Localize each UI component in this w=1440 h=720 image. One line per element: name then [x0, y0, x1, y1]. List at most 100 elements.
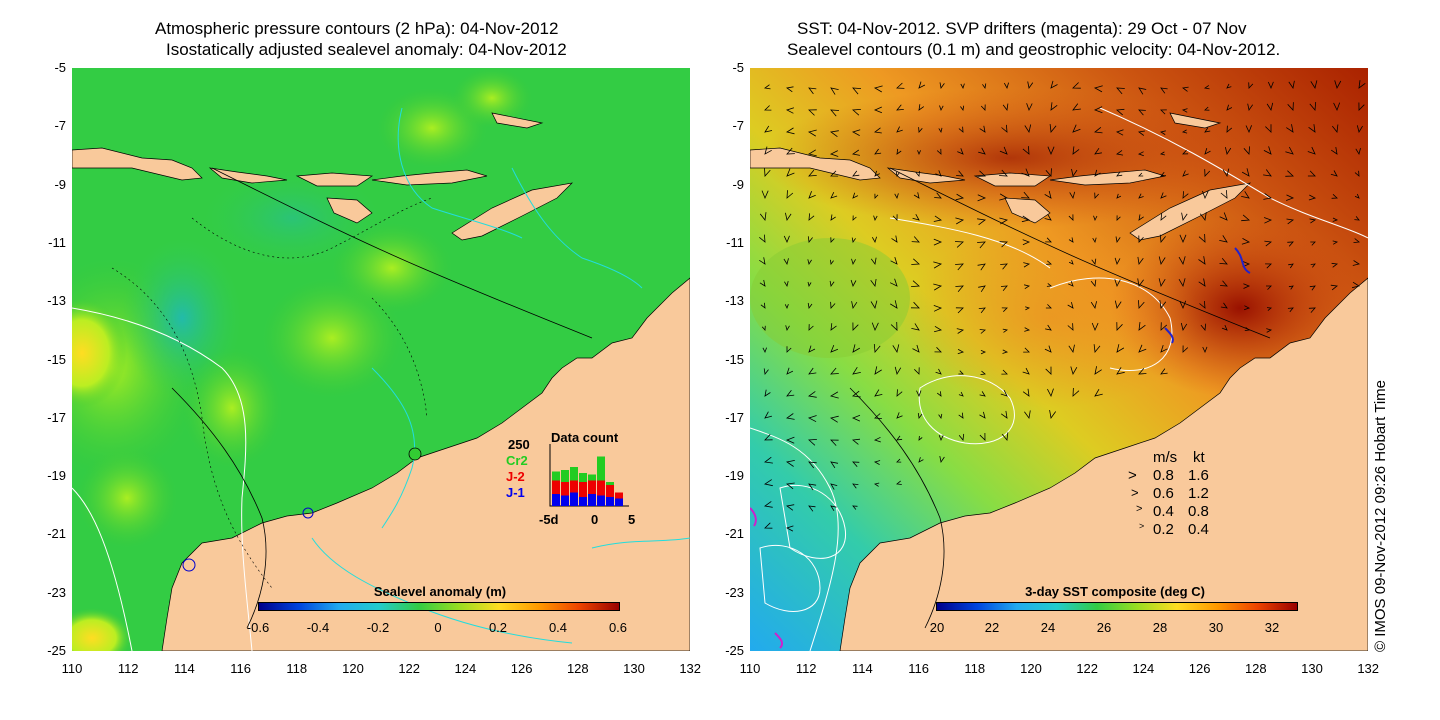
- velocity-vector: [1114, 279, 1121, 288]
- velocity-vector: [936, 391, 942, 397]
- sst-tick: 24: [1040, 620, 1056, 635]
- velocity-vector: [1220, 302, 1228, 309]
- velocity-vector: [980, 350, 987, 355]
- velocity-vector: [958, 370, 964, 375]
- velocity-vector: [874, 389, 883, 397]
- lat-tick-label: -11: [48, 234, 66, 250]
- velocity-vector: [980, 370, 986, 375]
- velocity-vector: [1266, 285, 1272, 290]
- velocity-vector: [896, 82, 905, 89]
- velocity-vector: [933, 261, 943, 269]
- inset-bar-cr2: [597, 456, 605, 481]
- lon-tick-label: 114: [174, 661, 195, 676]
- velocity-vector: [759, 257, 766, 265]
- sst-colorbar-title: 3-day SST composite (deg C): [1025, 584, 1205, 599]
- velocity-vector: [1138, 344, 1147, 353]
- velocity-vector: [1022, 239, 1031, 246]
- lat-tick-label: -13: [47, 293, 66, 309]
- lon-tick-label: 118: [964, 661, 986, 676]
- lon-tick-label: 114: [852, 661, 873, 676]
- lon-tick-label: 120: [1020, 661, 1042, 676]
- lat-tick-label: -17: [47, 409, 66, 425]
- velocity-vector: [1358, 80, 1366, 89]
- velocity-legend-arrow: >: [1128, 467, 1137, 484]
- inset-bar-j2: [579, 482, 587, 497]
- velocity-vector: [1044, 345, 1052, 353]
- velocity-vector: [1072, 146, 1080, 155]
- velocity-vector: [786, 389, 795, 397]
- lon-tick-label: 112: [795, 661, 817, 676]
- velocity-vector: [830, 301, 836, 309]
- velocity-vector: [979, 411, 986, 419]
- velocity-vector: [1001, 124, 1008, 133]
- velocity-vector: [1202, 346, 1208, 354]
- velocity-vector: [1266, 328, 1273, 333]
- inset-label-j1: J-1: [506, 485, 525, 500]
- velocity-vector: [1160, 213, 1167, 221]
- lat-tick-label: -19: [47, 468, 66, 484]
- velocity-vector: [830, 367, 839, 375]
- velocity-vector: [1094, 192, 1099, 199]
- lat-tick-label: -23: [725, 584, 744, 600]
- velocity-vector: [938, 435, 944, 442]
- velocity-vector: [1242, 261, 1251, 268]
- lon-tick-label: 112: [117, 661, 139, 676]
- velocity-vector: [1002, 349, 1009, 354]
- velocity-vector: [896, 126, 903, 133]
- velocity-vector: [874, 366, 882, 375]
- lon-tick-label: 130: [1301, 661, 1323, 676]
- velocity-vector: [1330, 170, 1338, 177]
- velocity-vector: [1090, 279, 1097, 287]
- velocity-vector: [917, 413, 923, 419]
- velocity-vector: [807, 149, 817, 157]
- velocity-vector: [892, 214, 898, 221]
- velocity-vector: [958, 412, 964, 419]
- velocity-vector: [1072, 124, 1081, 133]
- lon-tick-label: 126: [1188, 661, 1211, 676]
- velocity-vector: [850, 279, 857, 288]
- velocity-vector: [1263, 193, 1272, 200]
- inset-bar-cr2: [606, 482, 614, 485]
- velocity-vector: [1309, 218, 1317, 224]
- lon-tick-label: 124: [454, 661, 477, 676]
- lon-tick-label: 120: [342, 661, 364, 676]
- velocity-vector: [1267, 81, 1274, 90]
- velocity-vector: [911, 236, 920, 243]
- velocity-vector: [808, 461, 817, 469]
- velocity-vector: [1160, 109, 1167, 115]
- velocity-vector: [960, 105, 965, 111]
- inset-bar-cr2: [588, 474, 596, 481]
- velocity-vector: [808, 505, 816, 512]
- velocity-vector: [1026, 103, 1033, 112]
- velocity-vector: [1137, 278, 1144, 287]
- velocity-vector: [1115, 129, 1124, 136]
- sst-tick: 30: [1208, 620, 1224, 635]
- lat-tick-label: -17: [725, 409, 744, 425]
- velocity-vector: [1116, 322, 1123, 331]
- velocity-vector: [1044, 190, 1052, 199]
- velocity-vector: [829, 280, 835, 287]
- velocity-vector: [851, 414, 861, 422]
- inset-bar-j1: [588, 494, 596, 506]
- velocity-vector: [999, 146, 1008, 155]
- velocity-vector: [852, 322, 859, 331]
- velocity-vector: [784, 281, 789, 288]
- velocity-legend-kt: 1.2: [1188, 485, 1209, 502]
- velocity-vector: [933, 325, 943, 333]
- velocity-vector: [1248, 82, 1254, 89]
- velocity-vector: [895, 171, 900, 178]
- velocity-vector: [890, 321, 898, 331]
- velocity-vector: [1266, 102, 1274, 112]
- velocity-legend-arrow: >: [1139, 521, 1145, 531]
- velocity-vector: [1022, 388, 1030, 397]
- velocity-vector: [873, 85, 883, 93]
- velocity-vector: [911, 280, 920, 287]
- inset-bar-cr2: [561, 470, 569, 482]
- velocity-vector: [916, 390, 922, 398]
- sla-tick: 0.2: [488, 620, 508, 635]
- velocity-vector: [958, 126, 964, 133]
- velocity-vector: [852, 192, 859, 199]
- sst-map: [750, 68, 1368, 651]
- velocity-vector: [1116, 215, 1121, 221]
- velocity-vector: [958, 433, 965, 441]
